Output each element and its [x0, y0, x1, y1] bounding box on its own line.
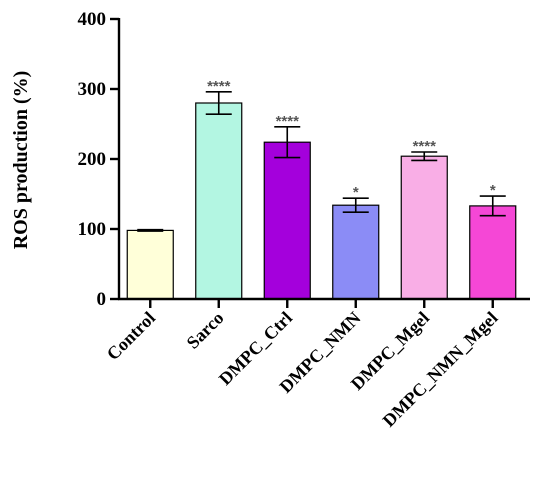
significance-labels: **************	[207, 78, 496, 201]
significance-label: *	[490, 182, 496, 199]
y-axis: 0 100 200 300 400	[78, 9, 121, 310]
x-tick-label: Sarco	[183, 308, 228, 353]
y-tick-label: 200	[78, 149, 107, 170]
bar	[400, 155, 448, 300]
x-tick-label: Control	[103, 308, 159, 364]
y-tick-label: 0	[97, 289, 107, 310]
error-bar	[411, 151, 438, 162]
error-bars	[137, 91, 506, 232]
error-bar	[479, 195, 506, 217]
x-tick-label: DMPC_NMN_Mgel	[379, 308, 502, 431]
x-axis: Control SarcoDMPC_CtrlDMPC_NMNDMPC_MgelDM…	[103, 297, 530, 431]
y-tick-label: 300	[78, 79, 107, 100]
bar	[263, 141, 311, 300]
bar	[126, 229, 174, 300]
bar	[469, 205, 517, 300]
y-tick-label: 400	[78, 9, 107, 30]
bars	[126, 102, 517, 300]
y-tick-label: 100	[78, 219, 107, 240]
significance-label: ****	[413, 138, 437, 155]
error-bar	[137, 228, 164, 232]
y-axis-label: ROS production (%)	[10, 71, 32, 250]
significance-label: ****	[276, 113, 300, 130]
error-bar	[205, 91, 232, 115]
bar	[332, 204, 380, 300]
significance-label: ****	[207, 78, 231, 95]
error-bar	[274, 126, 301, 159]
significance-label: *	[353, 184, 359, 201]
bar	[195, 102, 243, 300]
error-bar	[342, 197, 369, 213]
